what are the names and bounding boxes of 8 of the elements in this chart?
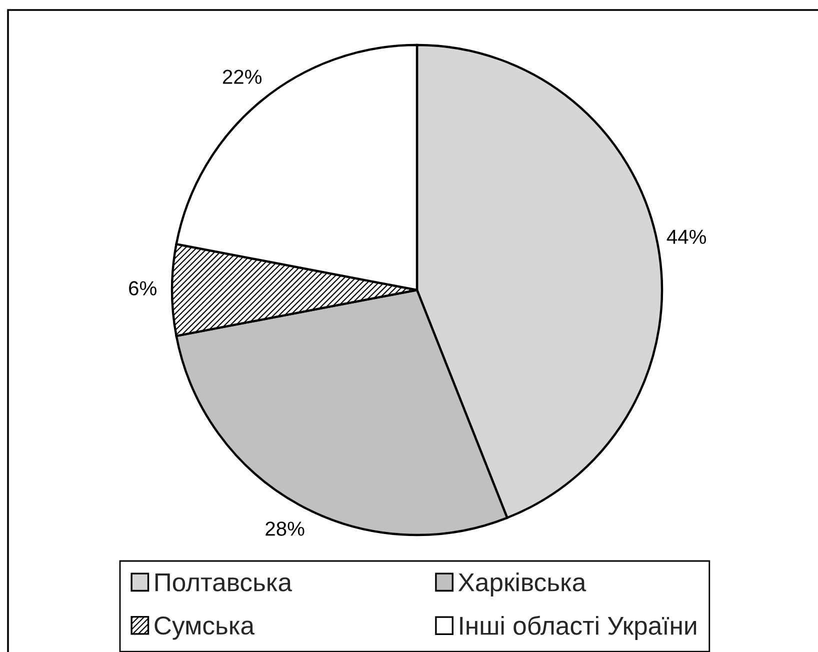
legend-label: Інші області України (460, 616, 696, 640)
legend-label: Сумська (154, 616, 255, 640)
data-label: 44% (666, 230, 706, 244)
data-label: 22% (222, 70, 262, 84)
data-label: 6% (129, 281, 156, 296)
legend-label: Полтавська (155, 574, 292, 592)
legend-label: Харківська (458, 572, 586, 597)
data-label: 28% (266, 522, 304, 536)
